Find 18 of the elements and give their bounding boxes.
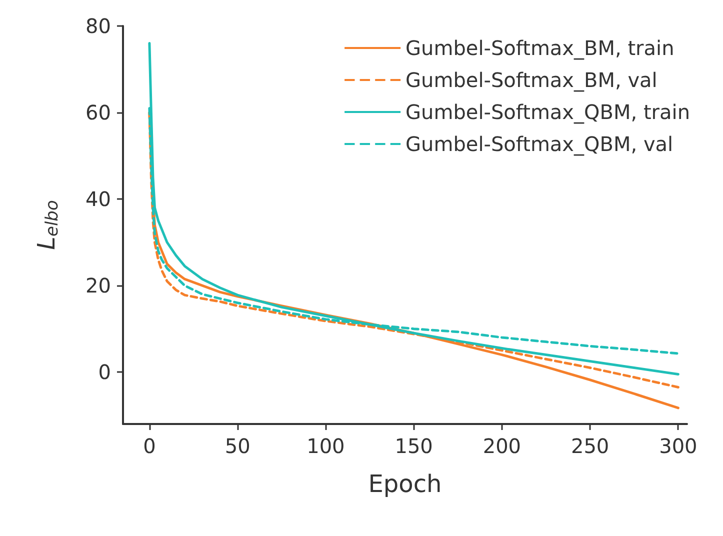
y-axis-title: Lelbo xyxy=(32,200,62,250)
legend-label: Gumbel-Softmax_QBM, train xyxy=(406,100,690,124)
legend-label: Gumbel-Softmax_QBM, val xyxy=(406,132,674,156)
x-tick-label: 100 xyxy=(306,434,345,458)
x-axis-title: Epoch xyxy=(368,470,442,498)
x-tick-label: 150 xyxy=(394,434,433,458)
y-tick-label: 40 xyxy=(86,187,111,212)
y-tick-label: 0 xyxy=(98,360,111,384)
legend-label: Gumbel-Softmax_BM, train xyxy=(406,36,674,60)
legend-label: Gumbel-Softmax_BM, val xyxy=(406,68,658,92)
x-tick-label: 0 xyxy=(143,434,156,458)
x-tick-label: 50 xyxy=(224,434,250,458)
x-tick-label: 200 xyxy=(482,434,522,458)
y-tick-label: 60 xyxy=(86,100,111,125)
y-tick-label: 20 xyxy=(86,274,111,298)
x-tick-label: 250 xyxy=(570,434,610,458)
x-tick-label: 300 xyxy=(659,434,698,458)
y-tick-label: 80 xyxy=(86,14,111,38)
